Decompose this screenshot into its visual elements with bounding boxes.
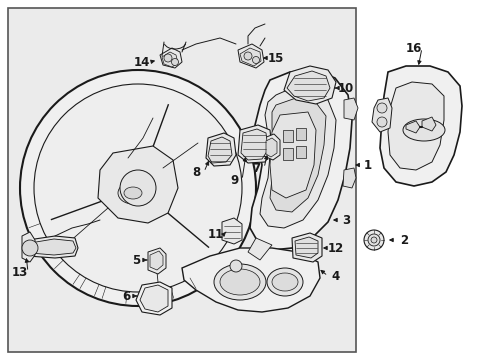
Circle shape — [252, 57, 260, 63]
Polygon shape — [264, 134, 280, 160]
Circle shape — [22, 240, 38, 256]
Polygon shape — [296, 128, 306, 140]
Polygon shape — [287, 71, 330, 101]
Polygon shape — [30, 239, 76, 255]
Polygon shape — [136, 282, 172, 315]
Text: 14: 14 — [134, 55, 150, 68]
Polygon shape — [284, 66, 336, 104]
FancyBboxPatch shape — [8, 8, 356, 352]
Text: 8: 8 — [192, 166, 200, 179]
Text: 2: 2 — [400, 234, 408, 247]
Polygon shape — [208, 137, 232, 163]
Polygon shape — [206, 133, 236, 166]
Polygon shape — [388, 82, 444, 170]
Polygon shape — [160, 48, 182, 68]
Polygon shape — [260, 88, 336, 228]
Circle shape — [34, 84, 242, 292]
Circle shape — [244, 52, 252, 60]
Ellipse shape — [124, 187, 142, 199]
Polygon shape — [283, 130, 293, 142]
Text: 1: 1 — [364, 158, 372, 171]
Polygon shape — [182, 248, 320, 312]
Circle shape — [20, 70, 256, 306]
Circle shape — [172, 58, 178, 66]
Circle shape — [120, 170, 156, 206]
Polygon shape — [240, 48, 261, 66]
Text: 16: 16 — [406, 41, 422, 54]
Ellipse shape — [267, 268, 303, 296]
Polygon shape — [248, 238, 272, 260]
Polygon shape — [250, 70, 352, 250]
Polygon shape — [222, 218, 242, 244]
Text: 4: 4 — [332, 270, 340, 283]
Polygon shape — [238, 44, 264, 68]
Polygon shape — [295, 237, 318, 258]
Polygon shape — [98, 146, 178, 223]
Polygon shape — [266, 138, 277, 157]
Ellipse shape — [118, 182, 148, 204]
Text: 15: 15 — [268, 51, 284, 64]
Polygon shape — [380, 66, 462, 186]
Text: 13: 13 — [12, 266, 28, 279]
Circle shape — [364, 230, 384, 250]
Polygon shape — [406, 121, 420, 133]
Polygon shape — [270, 98, 326, 212]
Text: 7: 7 — [252, 162, 260, 175]
Text: 11: 11 — [208, 228, 224, 240]
Circle shape — [164, 54, 172, 62]
Polygon shape — [22, 232, 35, 262]
Polygon shape — [343, 168, 356, 188]
Circle shape — [371, 237, 377, 243]
Text: 12: 12 — [328, 242, 344, 255]
Circle shape — [368, 234, 380, 246]
Polygon shape — [283, 148, 293, 160]
Polygon shape — [292, 233, 322, 262]
Text: 6: 6 — [122, 289, 130, 302]
Polygon shape — [140, 285, 168, 312]
Polygon shape — [270, 112, 316, 198]
Polygon shape — [150, 251, 163, 270]
Text: 3: 3 — [342, 213, 350, 226]
Circle shape — [377, 103, 387, 113]
Ellipse shape — [220, 269, 260, 295]
Text: 10: 10 — [338, 81, 354, 95]
Polygon shape — [344, 98, 358, 120]
Polygon shape — [238, 125, 272, 163]
Polygon shape — [422, 117, 436, 131]
Ellipse shape — [403, 119, 445, 141]
Ellipse shape — [272, 273, 298, 291]
Ellipse shape — [214, 264, 266, 300]
Circle shape — [230, 260, 242, 272]
Circle shape — [377, 117, 387, 127]
Polygon shape — [148, 248, 166, 274]
Polygon shape — [241, 129, 268, 160]
Polygon shape — [372, 98, 392, 132]
Polygon shape — [162, 52, 178, 67]
Polygon shape — [296, 146, 306, 158]
Polygon shape — [28, 236, 78, 258]
Text: 9: 9 — [230, 174, 238, 186]
Text: 5: 5 — [132, 253, 140, 266]
